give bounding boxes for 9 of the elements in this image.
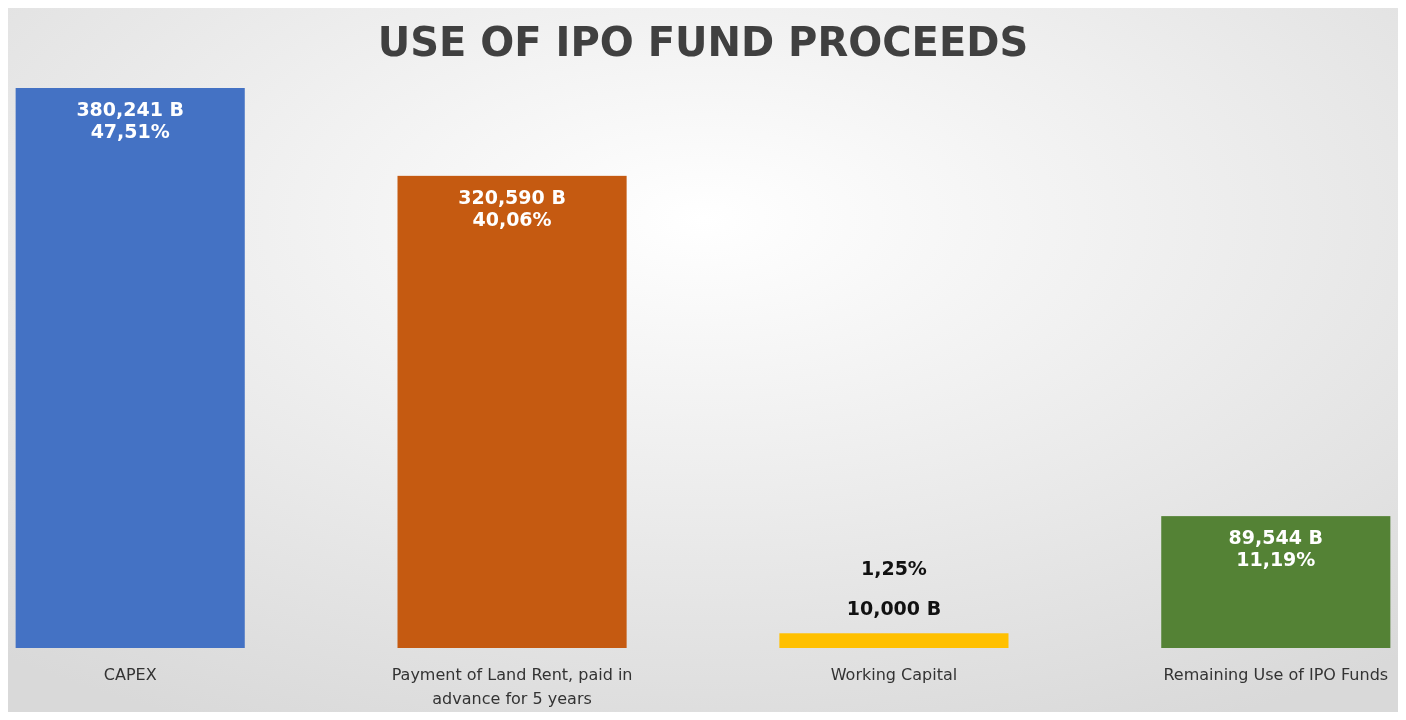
data-label: 89,544 B 11,19% xyxy=(1228,526,1324,571)
chart-title: USE OF IPO FUND PROCEEDS xyxy=(377,19,1029,65)
x-tick-label: Payment of Land Rent, paid in advance for 5 years xyxy=(391,665,633,708)
data-label: 320,590 B 40,06% xyxy=(458,185,566,230)
x-tick-label: Remaining Use of IPO Funds xyxy=(1163,665,1389,684)
x-tick-label: CAPEX xyxy=(103,665,157,684)
data-label: 1,25% 10,000 B xyxy=(846,557,942,620)
data-label: 380,241 B 47,51% xyxy=(76,98,185,142)
x-tick-label: Working Capital xyxy=(830,665,958,684)
